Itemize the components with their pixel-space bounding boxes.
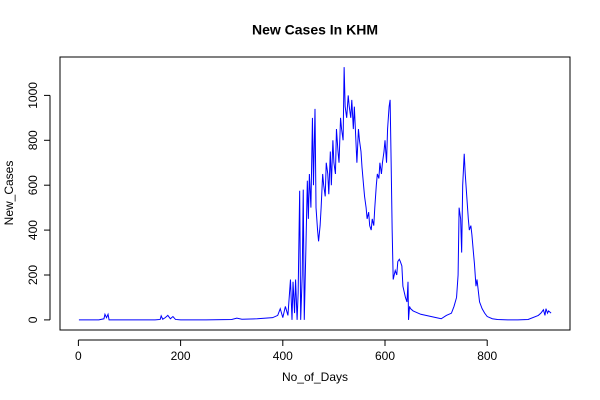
plot-box — [59, 56, 571, 331]
y-tick-label: 400 — [26, 220, 40, 240]
y-tick-label: 800 — [26, 130, 40, 150]
y-tick-label: 600 — [26, 175, 40, 195]
x-tick-label: 600 — [375, 349, 395, 363]
y-axis-label: New_Cases — [2, 161, 16, 226]
y-tick-label: 200 — [26, 265, 40, 285]
y-tick-label: 0 — [26, 316, 40, 323]
y-tick-label: 1000 — [26, 82, 40, 109]
x-tick-label: 400 — [273, 349, 293, 363]
data-line — [78, 67, 552, 321]
x-tick-label: 800 — [477, 349, 497, 363]
x-axis-label: No_of_Days — [282, 370, 348, 384]
x-tick-label: 200 — [171, 349, 191, 363]
chart-title: New Cases In KHM — [252, 22, 378, 38]
x-tick-label: 0 — [75, 349, 82, 363]
